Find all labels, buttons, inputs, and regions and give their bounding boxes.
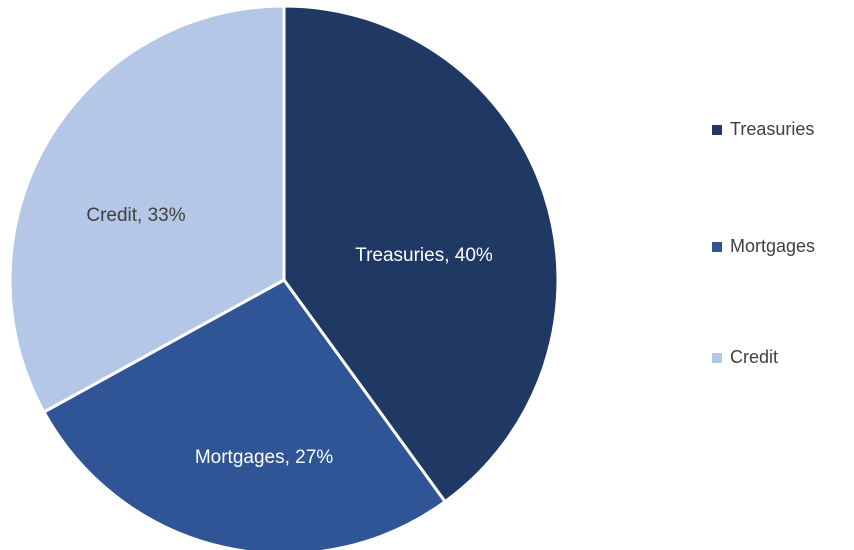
pie-slice-credit: [8, 4, 286, 414]
legend-swatch-credit: [712, 352, 722, 363]
legend-label-credit: Credit: [730, 347, 779, 367]
legend-label-mortgages: Mortgages: [730, 236, 816, 256]
data-label-mortgages: Mortgages, 27%: [195, 447, 333, 468]
pie-slices: [8, 4, 560, 550]
data-label-treasuries: Treasuries, 40%: [355, 245, 493, 266]
data-label-credit: Credit, 33%: [86, 205, 185, 226]
legend-item-credit: Credit: [712, 347, 778, 368]
legend-swatch-treasuries: [712, 124, 722, 135]
legend-item-treasuries: Treasuries: [712, 119, 814, 140]
pie-slice-treasuries: [282, 4, 560, 504]
legend-label-treasuries: Treasuries: [730, 119, 815, 139]
pie-data-labels: Treasuries, 40% Mortgages, 27% Credit, 33%: [86, 205, 493, 468]
legend-item-mortgages: Mortgages: [712, 236, 815, 257]
pie-slice-mortgages: [42, 278, 447, 550]
legend: Treasuries Mortgages Credit: [712, 0, 854, 550]
legend-swatch-mortgages: [712, 241, 722, 252]
